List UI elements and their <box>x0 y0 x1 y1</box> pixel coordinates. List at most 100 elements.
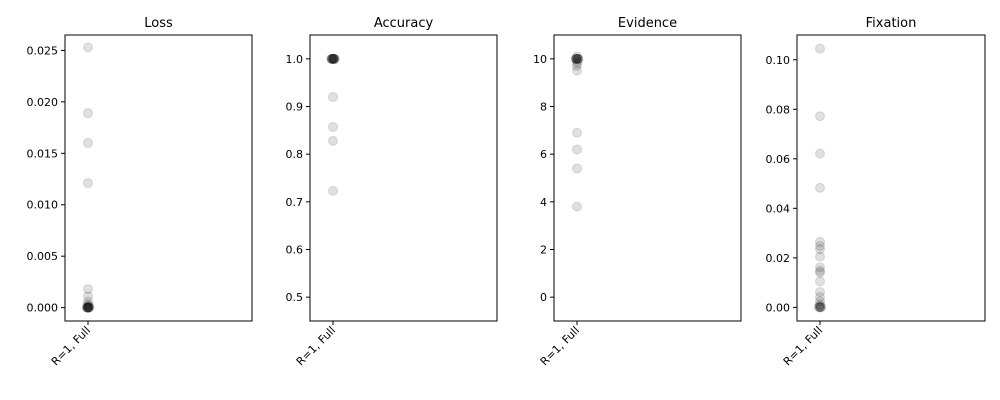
data-point <box>571 60 582 71</box>
data-point <box>570 53 581 64</box>
data-point <box>815 182 825 193</box>
y-tick-label: 0.020 <box>27 96 59 109</box>
y-tick-label: 4 <box>540 196 547 209</box>
data-point <box>815 291 825 302</box>
data-point <box>83 108 93 119</box>
x-tick-label: R=1, Full <box>49 324 93 368</box>
y-tick-label: 2 <box>540 244 547 257</box>
data-point <box>83 302 94 313</box>
y-tick-label: 0.10 <box>766 54 791 67</box>
data-point <box>83 291 93 302</box>
data-point <box>572 56 582 67</box>
y-tick-label: 0.7 <box>286 196 304 209</box>
panel-title: Fixation <box>866 16 917 31</box>
data-point <box>84 301 95 312</box>
y-tick-label: 0.015 <box>27 147 59 160</box>
panel-evidence: Evidence 0 2 4 6 8 10 R=1, Full <box>533 16 742 368</box>
data-point <box>815 111 825 122</box>
data-point <box>570 53 581 64</box>
data-point <box>815 267 825 278</box>
panel-title: Loss <box>144 16 173 31</box>
panel-accuracy: Accuracy 0.5 0.6 0.7 0.8 0.9 1.0 R=1, Full <box>286 16 498 368</box>
data-point <box>328 121 338 132</box>
y-tick-label: 0.06 <box>766 153 791 166</box>
data-point <box>815 265 825 276</box>
data-point <box>328 53 339 64</box>
y-tick-label: 0.005 <box>27 250 59 263</box>
data-point <box>326 53 337 64</box>
data-point <box>83 302 93 313</box>
y-tick-label: 0.6 <box>286 244 304 257</box>
data-point <box>572 163 582 174</box>
y-tick-label: 0.9 <box>286 101 304 114</box>
data-point <box>83 178 93 189</box>
data-point <box>815 236 825 247</box>
y-tick-label: 6 <box>540 148 547 161</box>
data-point <box>82 302 93 313</box>
data-point <box>813 302 824 313</box>
data-point <box>814 302 825 313</box>
data-point <box>815 296 825 307</box>
x-tick-label: R=1, Full <box>781 324 825 368</box>
data-point <box>572 127 582 138</box>
data-point <box>326 53 337 64</box>
data-point <box>573 53 584 64</box>
data-point <box>328 53 339 64</box>
data-point <box>572 144 582 155</box>
data-point <box>84 302 95 313</box>
data-point <box>572 58 583 69</box>
data-point <box>327 53 338 64</box>
data-point <box>329 53 340 64</box>
data-point <box>573 53 584 64</box>
y-tick-label: 0.00 <box>766 301 791 314</box>
data-point <box>81 302 92 313</box>
data-point <box>815 287 825 298</box>
data-point <box>571 53 582 64</box>
axes-frame <box>64 34 253 322</box>
data-point <box>572 53 583 64</box>
y-tick-label: 0.010 <box>27 199 59 212</box>
panel-fixation: Fixation 0.00 0.02 0.04 0.06 0.08 0.10 R=1, Ful… <box>766 16 986 368</box>
data-point <box>571 53 582 64</box>
axes-frame <box>796 34 986 322</box>
data-point <box>816 302 827 313</box>
data-point <box>328 53 339 64</box>
data-point <box>328 185 338 196</box>
data-point <box>572 53 583 64</box>
data-point <box>815 301 826 312</box>
data-point <box>815 276 825 287</box>
data-point <box>82 301 93 312</box>
data-point <box>83 284 93 295</box>
data-point <box>83 302 94 313</box>
y-tick-label: 0.08 <box>766 103 791 116</box>
y-tick-label: 0.8 <box>286 148 304 161</box>
data-point <box>572 65 582 76</box>
data-point <box>83 302 94 313</box>
data-point <box>82 299 93 310</box>
data-point <box>83 138 93 149</box>
y-tick-label: 1.0 <box>286 53 304 66</box>
data-point <box>572 51 582 62</box>
data-point <box>327 53 338 64</box>
data-point <box>572 201 582 212</box>
data-point <box>815 262 825 273</box>
panel-title: Evidence <box>618 16 677 31</box>
panel-title: Accuracy <box>374 16 434 31</box>
data-point <box>815 148 825 159</box>
x-tick-label: R=1, Full <box>294 324 338 368</box>
data-point <box>815 251 825 262</box>
data-point <box>326 53 337 64</box>
data-point <box>83 300 94 311</box>
data-point <box>815 240 825 251</box>
data-point <box>329 53 340 64</box>
data-point <box>82 302 93 313</box>
y-tick-label: 10 <box>533 53 547 66</box>
data-point <box>815 43 825 54</box>
y-tick-label: 0.02 <box>766 252 791 265</box>
y-tick-label: 8 <box>540 101 547 114</box>
y-tick-label: 0.04 <box>766 202 791 215</box>
x-tick-label: R=1, Full <box>538 324 582 368</box>
axes-frame <box>309 34 498 322</box>
axes-frame <box>553 34 742 322</box>
